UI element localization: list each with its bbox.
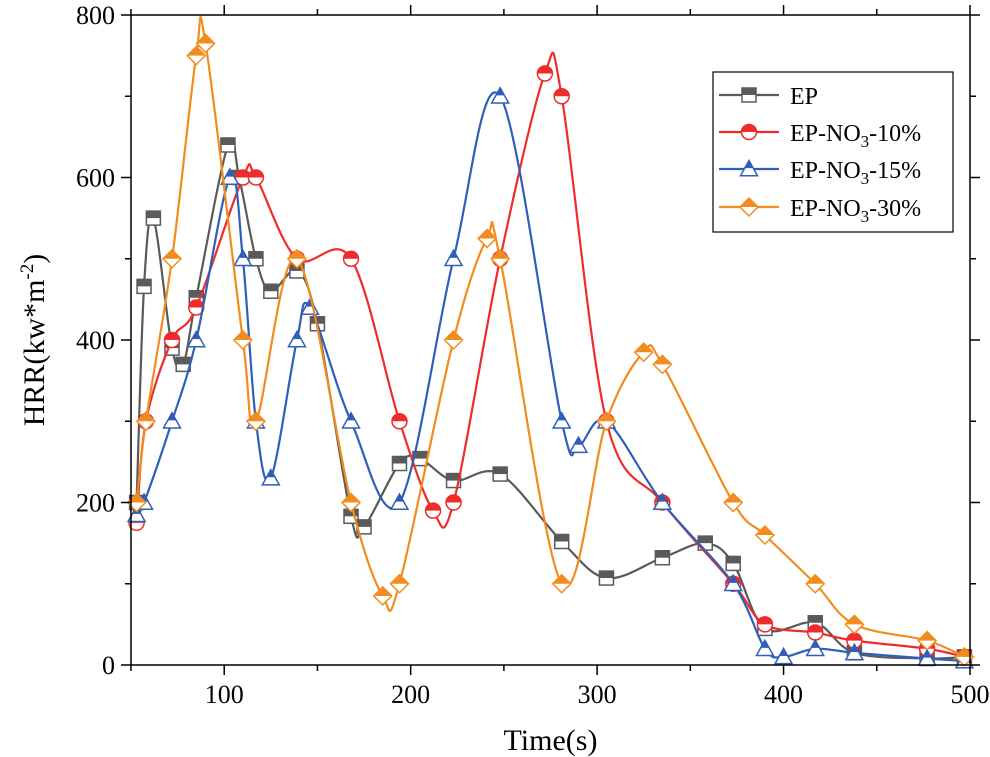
data-point: [340, 492, 362, 513]
legend-marker: [740, 123, 758, 141]
x-tick-label: 200: [391, 680, 430, 709]
data-point: [161, 248, 183, 269]
legend-marker: [738, 196, 760, 218]
data-point: [756, 616, 774, 633]
data-point: [805, 573, 826, 594]
data-point: [553, 533, 570, 550]
data-point: [652, 492, 673, 511]
legend: EP EP-NO3-10% EP-NO3-15% EP-NO3-30%: [712, 71, 954, 233]
data-point: [261, 468, 281, 486]
data-point: [247, 169, 265, 186]
series-layer: [126, 16, 975, 669]
data-point: [805, 638, 826, 657]
data-point: [596, 411, 617, 432]
y-tick-label: 200: [76, 489, 115, 518]
y-tick-label: 800: [76, 1, 115, 30]
data-point: [443, 329, 464, 351]
data-point: [389, 573, 410, 594]
data-point: [551, 411, 572, 429]
data-point: [424, 502, 442, 519]
data-point: [807, 624, 824, 641]
data-point: [220, 167, 240, 186]
data-point: [248, 251, 264, 267]
data-point: [232, 329, 253, 351]
x-tick-label: 500: [951, 680, 990, 709]
data-point: [287, 329, 307, 348]
x-tick-label: 300: [578, 680, 617, 709]
legend-entry-4: EP-NO3-30%: [719, 196, 921, 226]
data-point: [145, 210, 162, 226]
data-point: [162, 411, 182, 429]
data-point: [391, 455, 408, 472]
data-point: [188, 299, 205, 316]
series-4: [126, 16, 975, 667]
data-point: [163, 331, 181, 349]
y-tick-label: 0: [102, 651, 115, 680]
data-point: [195, 33, 216, 54]
data-point: [917, 630, 938, 651]
data-point: [844, 642, 865, 661]
legend-marker: [741, 87, 757, 103]
data-point: [233, 248, 253, 267]
data-point: [342, 250, 360, 267]
legend-label: EP-NO3-30%: [790, 196, 921, 226]
data-point: [598, 570, 615, 586]
data-point: [135, 411, 156, 432]
data-point: [654, 550, 671, 566]
data-point: [263, 283, 279, 299]
data-point: [389, 492, 410, 511]
data-point: [536, 65, 554, 82]
data-point: [633, 342, 654, 363]
data-point: [725, 555, 741, 572]
data-point: [477, 228, 498, 249]
data-point: [755, 638, 775, 657]
data-point: [844, 614, 865, 635]
y-tick-label: 400: [76, 326, 115, 355]
data-point: [341, 411, 361, 429]
data-point: [551, 573, 572, 594]
data-point: [391, 413, 408, 430]
legend-label: EP-NO3-10%: [790, 121, 921, 151]
data-point: [723, 573, 743, 592]
y-tick-label: 600: [76, 164, 115, 193]
legend-label: EP: [790, 84, 818, 110]
data-point: [245, 411, 266, 432]
data-point: [773, 646, 794, 665]
legend-entry-1: EP: [719, 84, 818, 110]
data-point: [553, 88, 570, 105]
legend-entry-2: EP-NO3-10%: [719, 121, 921, 151]
data-point: [723, 492, 744, 513]
legend-marker: [739, 158, 759, 177]
data-point: [186, 329, 207, 348]
y-axis-title: HRR(kw*m-2): [17, 254, 51, 427]
data-point: [652, 354, 673, 375]
data-point: [136, 278, 152, 295]
data-point: [492, 466, 508, 482]
data-point: [372, 585, 393, 606]
data-point: [490, 248, 511, 269]
legend-label: EP-NO3-15%: [790, 158, 921, 188]
data-point: [754, 524, 775, 546]
axes-layer: 100 200 300 400 500 0 200 400 600 800 Time(s) HRR(k…: [17, 1, 990, 757]
x-tick-label: 100: [205, 680, 244, 709]
data-point: [220, 137, 236, 153]
data-point: [490, 86, 510, 104]
data-point: [568, 435, 589, 454]
x-tick-label: 400: [764, 680, 803, 709]
legend-entry-3: EP-NO3-15%: [719, 158, 921, 188]
data-point: [445, 494, 462, 511]
data-point: [186, 45, 207, 66]
data-point: [443, 248, 464, 267]
data-point: [286, 248, 307, 269]
x-axis-title: Time(s): [504, 724, 598, 757]
